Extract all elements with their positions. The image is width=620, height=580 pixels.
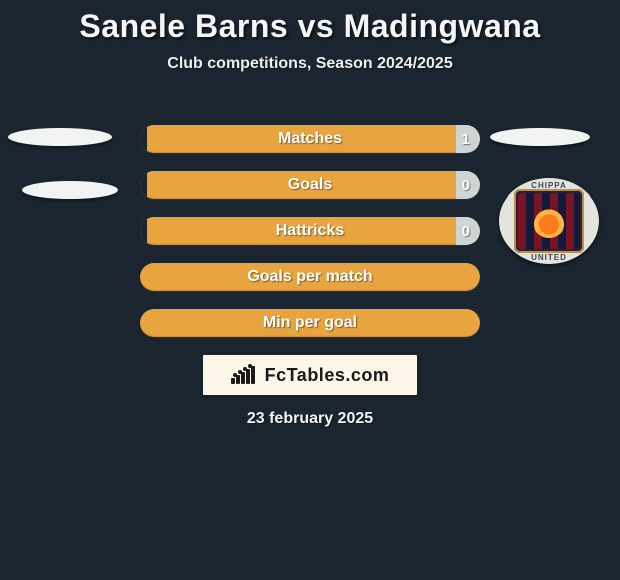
stat-label: Goals (140, 176, 480, 194)
comparison-stats: Matches 1 Goals 0 Hattricks 0 Goals per … (140, 125, 480, 355)
stat-label: Hattricks (140, 222, 480, 240)
badge-bottom-text: UNITED (498, 253, 600, 262)
brand-bars-icon (231, 366, 259, 384)
stat-right-value: 0 (462, 177, 470, 194)
stat-row-goals-per-match: Goals per match (140, 263, 480, 291)
stat-row-hattricks: Hattricks 0 (140, 217, 480, 245)
stat-row-matches: Matches 1 (140, 125, 480, 153)
stat-label: Matches (140, 130, 480, 148)
stat-label: Min per goal (140, 314, 480, 332)
player-left-photo-placeholder (8, 128, 112, 146)
brand-box: FcTables.com (202, 354, 418, 396)
player-right-photo-placeholder (490, 128, 590, 146)
stat-row-min-per-goal: Min per goal (140, 309, 480, 337)
club-left-logo-placeholder (22, 181, 118, 199)
page-title: Sanele Barns vs Madingwana (0, 0, 620, 45)
stat-right-value: 0 (462, 223, 470, 240)
brand-text: FcTables.com (265, 365, 390, 386)
stat-right-value: 1 (462, 131, 470, 148)
stat-label: Goals per match (140, 268, 480, 286)
stat-row-goals: Goals 0 (140, 171, 480, 199)
page-subtitle: Club competitions, Season 2024/2025 (0, 55, 620, 73)
club-right-badge: CHIPPA UNITED (498, 178, 600, 264)
footer-date: 23 february 2025 (0, 410, 620, 428)
